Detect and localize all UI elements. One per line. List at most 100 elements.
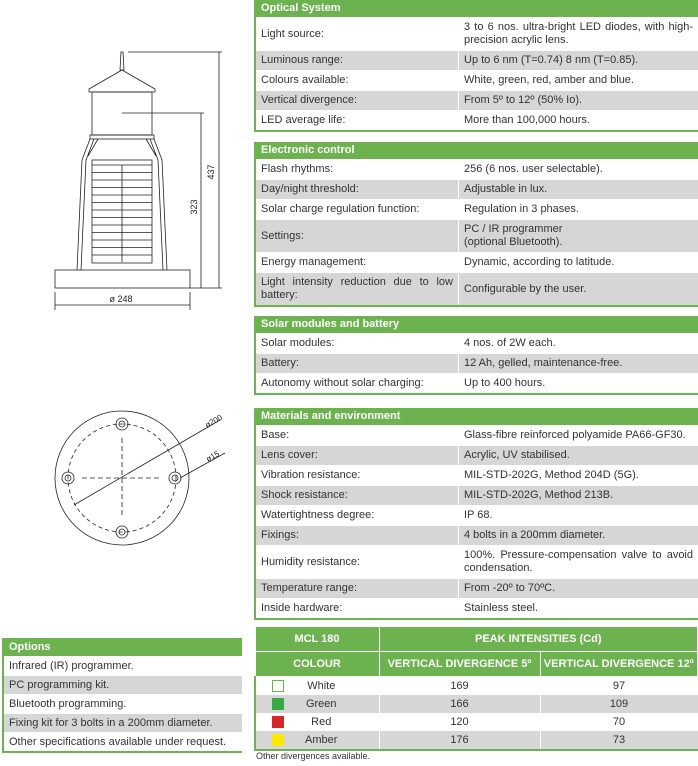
spec-value: 100%. Pressure-compensation valve to avo… bbox=[464, 549, 693, 574]
spec-value: 3 to 6 nos. ultra-bright LED diodes, wit… bbox=[464, 21, 693, 46]
section-title: Electronic control bbox=[256, 142, 698, 159]
antenna bbox=[119, 51, 125, 71]
spec-row: Solar modules: 4 nos. of 2W each. bbox=[256, 333, 698, 353]
spec-value: Acrylic, UV stabilised. bbox=[464, 449, 570, 461]
colour-name: Green bbox=[305, 698, 337, 710]
intensity-12: 70 bbox=[539, 713, 698, 731]
spec-label: Watertightness degree: bbox=[261, 509, 375, 521]
spec-row: Energy management: Dynamic, according to… bbox=[256, 252, 698, 272]
side-view-drawing: 437 323 ø 248 bbox=[54, 51, 222, 310]
intensity-5: 176 bbox=[378, 731, 540, 750]
bolt-icon bbox=[115, 417, 129, 431]
spec-row: Base: Glass-fibre reinforced polyamide P… bbox=[256, 425, 698, 445]
spec-section: Optical System Light source: 3 to 6 nos.… bbox=[254, 0, 698, 132]
spec-section: Solar modules and battery Solar modules:… bbox=[254, 316, 698, 395]
options-title: Options bbox=[4, 638, 242, 656]
spec-label: Luminous range: bbox=[261, 54, 343, 66]
section-title: Solar modules and battery bbox=[256, 316, 698, 333]
base-plate bbox=[54, 269, 191, 289]
spec-label: Solar charge regulation function: bbox=[261, 203, 420, 215]
dim-437: 437 bbox=[206, 164, 216, 179]
solar-panel bbox=[91, 159, 153, 264]
options-table: Options Infrared (IR) programmer. PC prog… bbox=[2, 638, 242, 753]
dim-323: 323 bbox=[189, 199, 199, 214]
spec-value: From -20º to 70ºC. bbox=[464, 582, 556, 594]
spec-row: Day/night threshold: Adjustable in lux. bbox=[256, 179, 698, 199]
bolt-circle bbox=[67, 423, 177, 533]
center-lines bbox=[82, 438, 162, 518]
intensity-row: Green 166 109 bbox=[254, 695, 698, 713]
colour-swatch bbox=[272, 698, 284, 710]
spec-value: PC / IR programmer (optional Bluetooth). bbox=[464, 223, 563, 248]
divergence-5-header: VERTICAL DIVERGENCE 5º bbox=[378, 651, 541, 677]
spec-value: White, green, red, amber and blue. bbox=[464, 74, 634, 86]
spec-value: Stainless steel. bbox=[464, 602, 538, 614]
intensity-12: 97 bbox=[539, 676, 698, 695]
spec-row: Inside hardware: Stainless steel. bbox=[256, 598, 698, 618]
spec-label: Inside hardware: bbox=[261, 602, 343, 614]
lantern-base bbox=[89, 134, 155, 140]
base-outline bbox=[54, 410, 190, 546]
spec-row: Lens cover: Acrylic, UV stabilised. bbox=[256, 445, 698, 465]
spec-row: Autonomy without solar charging: Up to 4… bbox=[256, 373, 698, 393]
spec-value: Adjustable in lux. bbox=[464, 183, 548, 195]
top-view-drawing: ø200 ø15 bbox=[54, 410, 226, 546]
intensity-12: 109 bbox=[539, 695, 698, 713]
spec-label: Energy management: bbox=[261, 256, 367, 268]
spec-row: Fixings: 4 bolts in a 200mm diameter. bbox=[256, 525, 698, 545]
dim-15: ø15 bbox=[205, 449, 222, 464]
bolt-icon bbox=[61, 471, 75, 485]
spec-label: Settings: bbox=[261, 229, 304, 242]
option-item: PC programming kit. bbox=[4, 675, 242, 694]
spec-label: Vibration resistance: bbox=[261, 469, 361, 481]
intensity-5: 120 bbox=[378, 713, 540, 731]
spec-value: IP 68. bbox=[464, 509, 493, 521]
spec-row: Solar charge regulation function: Regula… bbox=[256, 199, 698, 219]
spec-label: Vertical divergence: bbox=[261, 94, 357, 106]
spec-value: From 5º to 12º (50% Io). bbox=[464, 94, 583, 106]
spec-label: Lens cover: bbox=[261, 449, 318, 461]
intensity-5: 169 bbox=[378, 676, 540, 695]
spec-label: Humidity resistance: bbox=[261, 555, 361, 568]
spec-row: Humidity resistance: 100%. Pressure-comp… bbox=[256, 545, 698, 578]
spec-section: Electronic control Flash rhythms: 256 (6… bbox=[254, 142, 698, 307]
spec-label: Light intensity reduction due to low bat… bbox=[261, 276, 453, 301]
option-item: Bluetooth programming. bbox=[4, 694, 242, 713]
dim-248: ø 248 bbox=[109, 294, 132, 304]
option-item: Infrared (IR) programmer. bbox=[4, 656, 242, 675]
spec-value: Up to 6 nm (T=0.74) 8 nm (T=0.85). bbox=[464, 54, 639, 66]
colour-header: COLOUR bbox=[254, 651, 380, 677]
spec-value: MIL-STD-202G, Method 213B. bbox=[464, 489, 614, 501]
colour-swatch bbox=[272, 680, 284, 692]
dimension-lines bbox=[73, 419, 226, 506]
spec-row: LED average life: More than 100,000 hour… bbox=[256, 110, 698, 130]
colour-name: White bbox=[307, 680, 336, 692]
spec-row: Watertightness degree: IP 68. bbox=[256, 505, 698, 525]
section-title: Optical System bbox=[256, 0, 698, 17]
spec-label: Colours available: bbox=[261, 74, 349, 86]
spec-value: Dynamic, according to latitude. bbox=[464, 256, 615, 268]
spec-label: Base: bbox=[261, 429, 290, 441]
spec-label: Flash rhythms: bbox=[261, 163, 334, 175]
spec-row: Light intensity reduction due to low bat… bbox=[256, 272, 698, 305]
spec-row: Shock resistance: MIL-STD-202G, Method 2… bbox=[256, 485, 698, 505]
roof bbox=[88, 69, 156, 93]
spec-label: Temperature range: bbox=[261, 582, 357, 594]
colour-name: Amber bbox=[305, 734, 338, 746]
spec-value: More than 100,000 hours. bbox=[464, 114, 590, 126]
divergence-note: Other divergences available. bbox=[256, 751, 371, 761]
spec-value: Regulation in 3 phases. bbox=[464, 203, 579, 215]
spec-label: Autonomy without solar charging: bbox=[261, 377, 424, 389]
bolt-icon bbox=[115, 525, 129, 539]
spec-label: Fixings: bbox=[261, 529, 299, 541]
colour-swatch bbox=[272, 734, 284, 746]
model-header: MCL 180 bbox=[254, 626, 380, 652]
spec-label: Light source: bbox=[261, 27, 324, 40]
spec-section: Materials and environment Base: Glass-fi… bbox=[254, 408, 698, 620]
spec-value: 256 (6 nos. user selectable). bbox=[464, 163, 603, 175]
spec-row: Battery: 12 Ah, gelled, maintenance-free… bbox=[256, 353, 698, 373]
dim-200: ø200 bbox=[204, 413, 225, 430]
option-item: Fixing kit for 3 bolts in a 200mm diamet… bbox=[4, 713, 242, 732]
left-leg bbox=[76, 138, 99, 271]
spec-label: Day/night threshold: bbox=[261, 183, 359, 195]
